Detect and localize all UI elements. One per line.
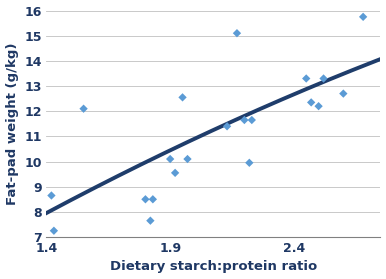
X-axis label: Dietary starch:protein ratio: Dietary starch:protein ratio [110, 260, 317, 273]
Point [172, 171, 178, 175]
Point [320, 76, 327, 81]
Point [249, 118, 255, 122]
Point [246, 160, 252, 165]
Point [241, 118, 247, 122]
Point [224, 124, 230, 129]
Point [303, 76, 309, 81]
Point [185, 157, 191, 161]
Point [142, 197, 149, 201]
Point [179, 95, 186, 100]
Point [147, 218, 154, 223]
Point [360, 15, 366, 19]
Point [81, 107, 87, 111]
Point [234, 31, 240, 35]
Point [308, 100, 314, 105]
Point [340, 91, 346, 96]
Point [167, 157, 173, 161]
Point [51, 229, 57, 233]
Point [48, 193, 54, 198]
Point [315, 104, 322, 109]
Point [150, 197, 156, 201]
Y-axis label: Fat-pad weight (g/kg): Fat-pad weight (g/kg) [5, 42, 19, 205]
